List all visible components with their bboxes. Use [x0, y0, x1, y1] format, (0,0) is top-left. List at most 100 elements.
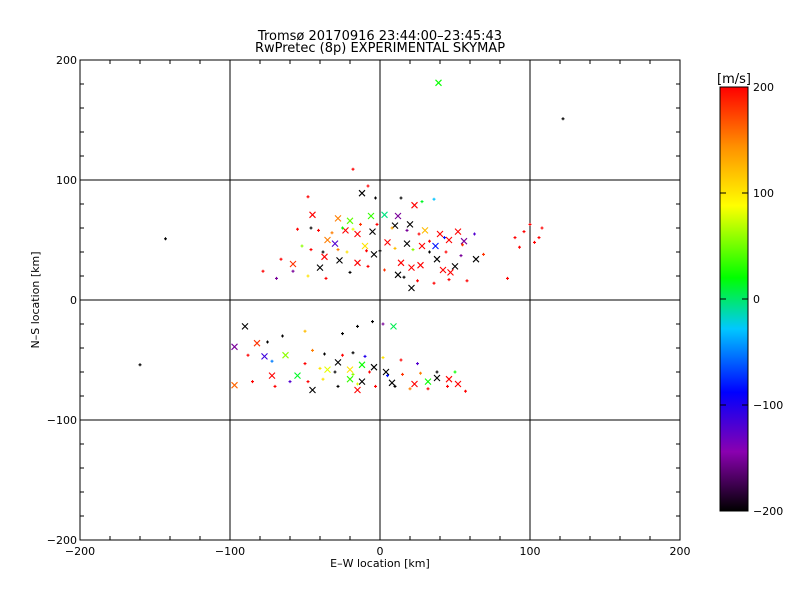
data-point-cross	[433, 255, 441, 263]
data-point-plus	[432, 281, 436, 285]
data-point-plus	[444, 250, 448, 254]
data-point-plus	[426, 387, 430, 391]
data-point-plus	[528, 222, 532, 226]
data-point-cross	[231, 381, 238, 389]
data-point-plus	[416, 279, 419, 283]
data-point-cross	[282, 351, 289, 359]
data-point-plus	[261, 269, 265, 273]
data-point-cross	[346, 217, 354, 225]
data-point-plus	[266, 340, 269, 344]
data-point-plus	[317, 228, 320, 232]
data-point-plus	[393, 246, 397, 250]
data-point-cross	[358, 189, 366, 197]
data-point-cross	[394, 271, 402, 279]
data-point-plus	[281, 334, 284, 338]
grid-lines	[80, 60, 680, 540]
data-point-plus	[368, 370, 371, 374]
data-point-plus	[420, 200, 424, 204]
data-point-plus	[138, 363, 142, 367]
chart-title-line1: Tromsø 20170916 23:44:00–23:45:43	[257, 29, 502, 44]
data-point-cross	[454, 228, 462, 235]
colorbar-tick-label: 100	[753, 187, 774, 200]
data-point-plus	[351, 372, 355, 376]
data-point-plus	[561, 117, 565, 121]
data-point-cross	[261, 353, 268, 360]
data-point-cross	[358, 361, 366, 369]
y-tick-label: −200	[47, 534, 77, 547]
data-point-plus	[374, 384, 377, 388]
data-point-plus	[402, 275, 406, 279]
data-point-plus	[405, 228, 409, 232]
data-point-plus	[390, 226, 394, 230]
data-point-plus	[533, 240, 536, 244]
x-tick-label: −100	[215, 545, 245, 558]
data-point-plus	[381, 322, 385, 326]
data-point-cross	[411, 380, 418, 388]
data-point-cross	[451, 263, 459, 270]
data-point-plus	[375, 222, 379, 226]
data-point-plus	[399, 358, 403, 362]
data-point-plus	[465, 279, 469, 283]
x-tick-label: 100	[520, 545, 541, 558]
data-point-cross	[324, 366, 331, 373]
x-tick-label: 200	[670, 545, 691, 558]
data-point-plus	[275, 276, 278, 280]
data-point-cross	[309, 211, 316, 219]
data-point-plus	[446, 384, 449, 388]
data-point-plus	[428, 239, 431, 243]
data-point-cross	[321, 253, 328, 261]
data-point-plus	[341, 332, 344, 336]
y-tick-label: 0	[70, 294, 77, 307]
data-point-cross	[384, 239, 391, 246]
colorbar-tick-label: −100	[753, 399, 783, 412]
data-point-plus	[540, 226, 544, 230]
data-point-plus	[459, 254, 463, 258]
data-point-plus	[341, 226, 344, 230]
data-point-cross	[369, 228, 376, 235]
data-point-plus	[399, 196, 403, 200]
data-point-plus	[393, 384, 397, 388]
data-point-cross	[408, 264, 415, 271]
data-point-plus	[303, 362, 307, 366]
data-point-cross	[382, 368, 390, 376]
data-point-cross	[432, 242, 439, 250]
data-point-plus	[306, 380, 310, 384]
data-point-cross	[445, 375, 453, 383]
data-point-plus	[291, 269, 295, 273]
data-point-plus	[461, 243, 464, 247]
data-point-plus	[164, 237, 167, 241]
data-point-cross	[370, 251, 378, 258]
data-point-plus	[351, 351, 355, 355]
data-point-cross	[346, 375, 354, 383]
data-point-cross	[417, 261, 424, 269]
data-point-plus	[473, 232, 476, 236]
data-point-plus	[432, 197, 436, 201]
data-point-plus	[447, 278, 451, 282]
data-point-plus	[348, 270, 352, 274]
data-point-cross	[241, 323, 249, 330]
data-point-cross	[390, 323, 397, 330]
x-axis-label: E–W location [km]	[330, 557, 430, 570]
data-point-cross	[406, 221, 414, 228]
chart-title-line2: RwPretec (8p) EXPERIMENTAL SKYMAP	[255, 41, 505, 56]
data-point-plus	[443, 236, 446, 240]
colorbar-label: [m/s]	[717, 72, 751, 87]
colorbar-ticks: 200 100 0 −100 −200	[720, 81, 783, 518]
y-tick-label: −100	[47, 414, 77, 427]
y-axis-label: N–S location [km]	[29, 251, 42, 348]
data-point-plus	[306, 195, 310, 199]
data-point-plus	[365, 249, 368, 253]
data-point-plus	[300, 244, 304, 248]
data-point-cross	[439, 266, 447, 274]
x-tick-label: 0	[377, 545, 384, 558]
data-point-cross	[447, 269, 454, 276]
data-point-plus	[416, 362, 419, 366]
data-point-plus	[273, 384, 277, 388]
axis-ticks: −200 −100 0 100 200 −200 −100 0 100 200	[47, 54, 691, 558]
x-tick-label: −200	[65, 545, 95, 558]
data-point-plus	[323, 352, 326, 356]
data-point-cross	[334, 359, 342, 366]
data-point-cross	[316, 264, 324, 271]
data-point-plus	[411, 248, 415, 252]
data-point-cross	[336, 257, 343, 264]
